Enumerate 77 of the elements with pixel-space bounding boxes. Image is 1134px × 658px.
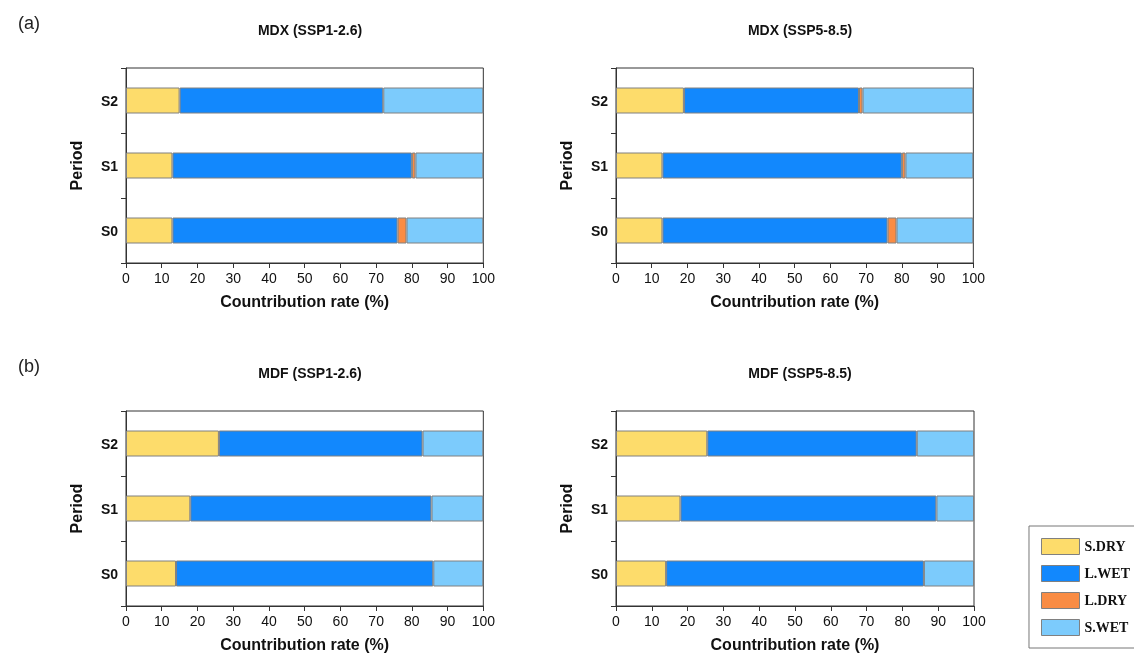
y-tick-label: S0: [590, 565, 609, 582]
x-tick-label: 10: [643, 270, 660, 286]
legend-label: L.DRY: [1084, 593, 1128, 608]
y-tick-label: S0: [100, 222, 119, 239]
x-tick-label: 80: [894, 613, 911, 629]
x-axis-title: Countribution rate (%): [710, 292, 880, 310]
y-axis-title: Period: [557, 140, 575, 191]
y-tick-label: S1: [100, 157, 119, 174]
x-tick-label: 80: [404, 270, 420, 286]
x-tick-label: 90: [930, 613, 947, 629]
legend-label: S.WET: [1084, 620, 1130, 635]
x-tick-label: 10: [644, 613, 660, 629]
x-tick-label: 60: [332, 270, 349, 286]
chart-title: MDF (SSP1-2.6): [258, 365, 362, 381]
y-tick-label: S1: [100, 500, 119, 517]
bar: [862, 87, 974, 114]
x-tick-label: 40: [751, 270, 767, 286]
x-tick-label: 30: [225, 613, 242, 629]
x-tick-label: 0: [122, 613, 131, 629]
x-tick-label: 20: [679, 270, 696, 286]
x-tick-label: 50: [786, 270, 803, 286]
y-tick-label: S2: [100, 92, 119, 109]
text: (a): [18, 13, 40, 33]
x-tick-label: 10: [153, 270, 170, 286]
x-tick-label: 10: [153, 613, 170, 629]
chart-title: MDX (SSP5-8.5): [747, 22, 853, 38]
x-tick-label: 40: [261, 270, 277, 286]
x-tick-label: 0: [612, 613, 621, 629]
x-tick-label: 20: [189, 270, 206, 286]
y-axis-title: Period: [67, 140, 85, 191]
legend-label: L.WET: [1084, 566, 1131, 581]
x-tick-label: 90: [439, 613, 456, 629]
x-tick-label: 70: [368, 613, 385, 629]
y-tick-label: S2: [590, 435, 609, 452]
x-tick-label: 60: [822, 270, 839, 286]
x-tick-label: 30: [715, 613, 732, 629]
x-tick-label: 100: [961, 270, 986, 286]
x-tick-label: 70: [368, 270, 385, 286]
y-tick-label: S1: [590, 157, 609, 174]
x-tick-label: 90: [439, 270, 456, 286]
y-tick-label: S1: [590, 500, 609, 517]
y-tick-label: S2: [590, 92, 609, 109]
bar: [415, 152, 484, 179]
x-tick-label: 100: [471, 613, 496, 629]
x-tick-label: 70: [858, 270, 875, 286]
x-tick-label: 100: [962, 613, 986, 629]
bar: [905, 152, 974, 179]
x-tick-label: 20: [189, 613, 206, 629]
x-tick-label: 50: [296, 270, 313, 286]
x-axis-title: Countribution rate (%): [220, 635, 390, 653]
y-tick-label: S0: [100, 565, 119, 582]
x-tick-label: 100: [471, 270, 496, 286]
x-tick-label: 30: [225, 270, 242, 286]
x-tick-label: 20: [679, 613, 696, 629]
text: (b): [18, 356, 40, 376]
y-tick-label: S2: [100, 435, 119, 452]
x-tick-label: 60: [332, 613, 349, 629]
x-tick-label: 90: [929, 270, 946, 286]
x-tick-label: 80: [894, 270, 910, 286]
x-tick-label: 40: [751, 613, 768, 629]
x-tick-label: 50: [296, 613, 313, 629]
legend-label: S.DRY: [1084, 539, 1126, 554]
x-tick-label: 70: [858, 613, 875, 629]
x-tick-label: 0: [122, 270, 131, 286]
x-axis-title: Countribution rate (%): [220, 292, 390, 310]
x-tick-label: 40: [261, 613, 277, 629]
y-tick-label: S0: [590, 222, 609, 239]
x-tick-label: 30: [715, 270, 732, 286]
y-axis-title: Period: [67, 483, 85, 534]
y-axis-title: Period: [557, 483, 575, 534]
x-tick-label: 60: [823, 613, 839, 629]
chart-title: MDX (SSP1-2.6): [257, 22, 363, 38]
x-tick-label: 80: [404, 613, 420, 629]
x-axis-title: Countribution rate (%): [710, 635, 880, 653]
x-tick-label: 50: [787, 613, 803, 629]
x-tick-label: 0: [612, 270, 621, 286]
chart-title: MDF (SSP5-8.5): [748, 365, 852, 381]
